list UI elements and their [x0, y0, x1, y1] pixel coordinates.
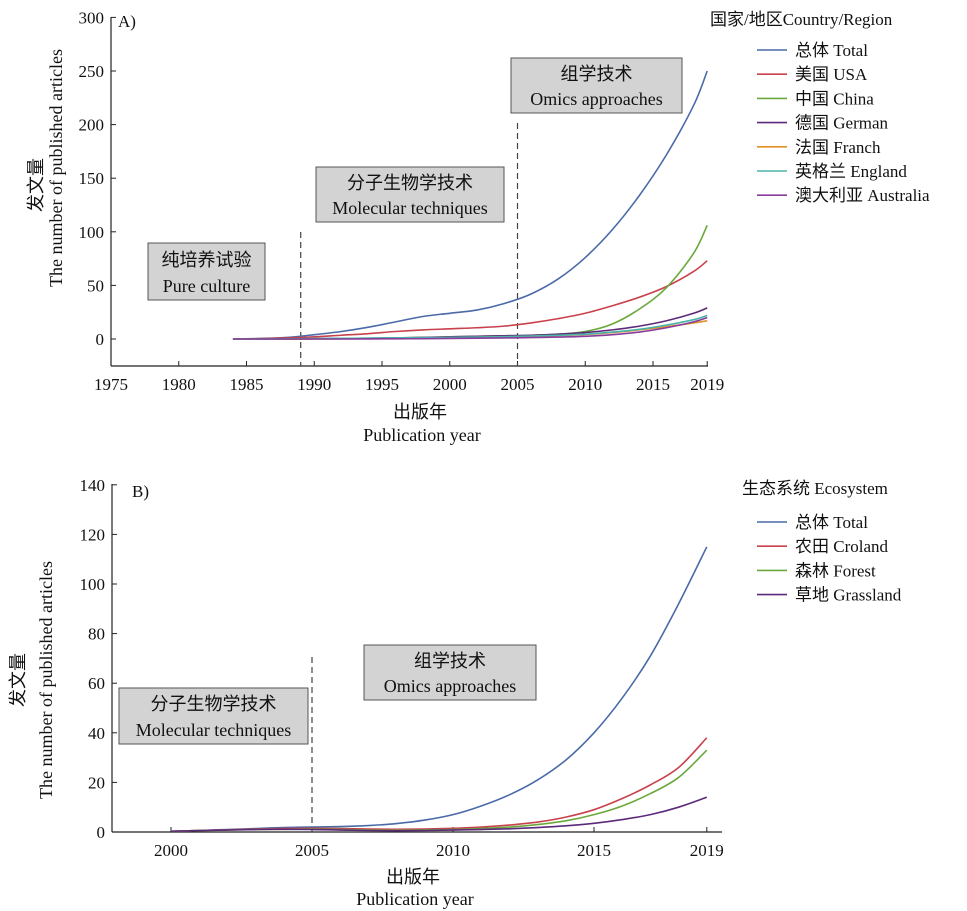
panel-a-y-tick-label: 200 — [79, 116, 105, 135]
panel-a-legend-label: 法国 Franch — [795, 138, 881, 157]
panel-a-x-tick-label: 1985 — [230, 375, 264, 394]
phase-box-pure-culture: 纯培养试验 Pure culture — [147, 242, 266, 301]
panel-b-y-tick-label: 0 — [97, 823, 106, 842]
phase-omics-b-en: Omics approaches — [384, 676, 516, 696]
panel-a-x-tick-label: 1980 — [162, 375, 196, 394]
panel-a-legend-label: 中国 China — [795, 89, 874, 108]
phase-box-molecular-a: 分子生物学技术 Molecular techniques — [315, 166, 505, 223]
panel-a-line-usa — [232, 260, 708, 340]
panel-a-x-tick-label: 1990 — [297, 375, 331, 394]
panel-a-label: A) — [118, 12, 136, 31]
panel-a-y-tick-label: 100 — [79, 223, 105, 242]
panel-a-legend-label: 澳大利亚 Australia — [795, 186, 930, 205]
phase-box-molecular-a-bg — [315, 166, 505, 223]
panel-b-y-tick-label: 40 — [88, 724, 105, 743]
panel-b-y-tick-label: 120 — [80, 525, 106, 544]
phase-box-pure-culture-bg — [147, 242, 266, 301]
panel-b-legend-items: 总体 Total 农田 Croland 森林 Forest 草地 Grassland — [757, 513, 902, 605]
phase-pure-culture-en: Pure culture — [163, 276, 250, 296]
panel-a-ylabel-en: The number of published articles — [46, 49, 66, 287]
panel-a-line-german — [232, 307, 708, 340]
panel-a-legend: 国家/地区Country/Region 总体 Total 美国 USA 中国 Chi… — [710, 10, 930, 205]
panel-a-ylabel-zh: 发文量 — [26, 158, 46, 212]
panel-b-x-tick-label: 2010 — [436, 841, 470, 860]
phase-box-omics-a: 组学技术 Omics approaches — [510, 57, 683, 114]
phase-omics-a-zh: 组学技术 — [561, 64, 633, 84]
panel-a-legend-label: 德国 German — [795, 114, 889, 133]
panel-a-legend-items: 总体 Total 美国 USA 中国 China 德国 German 法国 Franch… — [757, 41, 930, 205]
panel-b-legend: 生态系统 Ecosystem 总体 Total 农田 Croland 森林 Fore… — [742, 479, 902, 605]
panel-b-label: B) — [132, 482, 149, 501]
phase-box-omics-a-bg — [510, 57, 683, 114]
panel-b-xlabel-zh: 出版年 — [386, 867, 440, 887]
panel-a-x-tick-label: 2010 — [568, 375, 602, 394]
panel-a-series-lines — [232, 70, 708, 340]
panel-a-xlabel-zh: 出版年 — [393, 402, 447, 422]
panel-a-y-axis-title: 发文量 The number of published articles — [26, 49, 66, 287]
panel-b-y-tick-label: 80 — [88, 625, 105, 644]
panel-a-x-tick-label: 2019 — [690, 375, 724, 394]
panel-a-xlabel-en: Publication year — [363, 425, 480, 445]
phase-box-omics-b: 组学技术 Omics approaches — [363, 644, 537, 701]
panel-b-x-tick-label: 2015 — [577, 841, 611, 860]
panel-a-line-total — [232, 70, 708, 340]
phase-box-omics-b-bg — [363, 644, 537, 701]
panel-a-legend-label: 英格兰 England — [795, 162, 907, 181]
panel-b-legend-label: 农田 Croland — [795, 537, 889, 556]
panel-a-x-tick-label: 1975 — [94, 375, 128, 394]
panel-b-y-tick-label: 100 — [80, 575, 106, 594]
phase-box-molecular-b-bg — [118, 687, 309, 745]
panel-b-y-tick-label: 60 — [88, 674, 105, 693]
phase-molecular-a-zh: 分子生物学技术 — [347, 173, 473, 193]
panel-b-y-ticks: 0 20 40 60 80 100 120 140 — [80, 476, 117, 842]
phase-omics-a-en: Omics approaches — [530, 89, 662, 109]
panel-b-x-tick-label: 2019 — [690, 841, 724, 860]
phase-omics-b-zh: 组学技术 — [414, 651, 486, 671]
panel-b-legend-label: 总体 Total — [795, 513, 868, 532]
panel-b-legend-label: 草地 Grassland — [795, 586, 902, 605]
panel-b-ylabel-zh: 发文量 — [8, 653, 28, 707]
panel-b-x-tick-label: 2000 — [154, 841, 188, 860]
panel-a-x-tick-label: 2000 — [433, 375, 467, 394]
phase-molecular-b-en: Molecular techniques — [136, 720, 291, 740]
panel-b-legend-label: 森林 Forest — [795, 561, 876, 580]
panel-a-y-tick-label: 150 — [79, 169, 105, 188]
panel-a-x-ticks: 1975 1980 1985 1990 1995 2000 2005 2010 2015 2019 — [94, 361, 724, 394]
panel-b-chart: 发文量 The number of published articles B) … — [8, 476, 902, 909]
panel-a-x-tick-label: 2015 — [636, 375, 670, 394]
panel-a-chart: 发文量 The number of published articles A) … — [26, 8, 930, 445]
panel-b-legend-title: 生态系统 Ecosystem — [742, 479, 888, 498]
phase-box-molecular-b: 分子生物学技术 Molecular techniques — [118, 687, 309, 745]
panel-a-y-tick-label: 50 — [87, 276, 104, 295]
panel-b-series-lines — [170, 546, 708, 833]
phase-molecular-b-zh: 分子生物学技术 — [151, 694, 277, 714]
phase-molecular-a-en: Molecular techniques — [332, 198, 487, 218]
panel-a-line-china — [232, 225, 708, 340]
panel-a-legend-label: 总体 Total — [795, 41, 868, 60]
panel-b-y-tick-label: 140 — [80, 476, 106, 495]
panel-a-y-ticks: 0 50 100 150 200 250 300 — [79, 8, 116, 349]
panel-b-ylabel-en: The number of published articles — [36, 561, 56, 799]
panel-b-y-tick-label: 20 — [88, 773, 105, 792]
panel-a-x-tick-label: 1995 — [365, 375, 399, 394]
panel-b-x-tick-label: 2005 — [295, 841, 329, 860]
panel-b-x-ticks: 2000 2005 2010 2015 2019 — [154, 827, 724, 860]
panel-a-line-australia — [232, 316, 708, 340]
panel-b-line-grassland — [170, 796, 708, 833]
panel-a-y-tick-label: 0 — [96, 330, 105, 349]
panel-a-x-tick-label: 2005 — [501, 375, 535, 394]
panel-a-y-tick-label: 300 — [79, 8, 105, 27]
panel-a-legend-title: 国家/地区Country/Region — [710, 10, 893, 29]
panel-a-y-tick-label: 250 — [79, 62, 105, 81]
panel-a-legend-label: 美国 USA — [795, 65, 868, 84]
phase-pure-culture-zh: 纯培养试验 — [162, 250, 252, 270]
panel-b-xlabel-en: Publication year — [356, 889, 473, 909]
